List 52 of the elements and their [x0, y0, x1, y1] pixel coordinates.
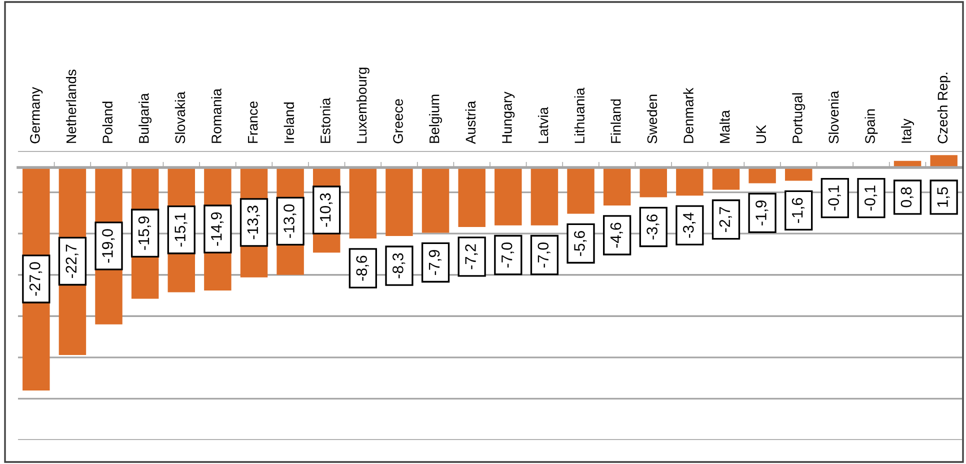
- data-label: -1,9: [756, 200, 768, 226]
- x-tick-label: Netherlands: [66, 70, 76, 143]
- data-label: -8,3: [392, 253, 406, 278]
- x-tick-label: Lithuania: [574, 88, 584, 143]
- data-label: -10,3: [320, 193, 333, 227]
- x-tick-label: Bulgaria: [138, 93, 152, 143]
- x-tick-label: Ireland: [284, 102, 294, 143]
- x-tick-label: Slovenia: [828, 90, 839, 144]
- x-tick-label: Belgium: [429, 94, 442, 143]
- data-label: -19,0: [102, 229, 115, 263]
- data-label: -5,6: [574, 230, 587, 256]
- x-tick-label: Czech Rep.: [937, 72, 950, 144]
- data-label: -15,1: [174, 213, 188, 247]
- data-label: -3,4: [682, 212, 696, 238]
- x-tick-label: Greece: [393, 99, 403, 144]
- x-tick-label: Denmark: [683, 88, 694, 143]
- data-label: -2,7: [719, 207, 732, 232]
- x-tick-label: Germany: [30, 86, 43, 144]
- x-tick-label: UK: [756, 124, 766, 143]
- x-tick-label: Malta: [720, 110, 730, 143]
- x-tick-label: Luxembourg: [356, 68, 370, 143]
- x-tick-label: Portugal: [792, 93, 806, 143]
- data-label: -7,9: [428, 250, 442, 275]
- x-tick-label: Romania: [211, 88, 222, 143]
- data-label: -1,6: [792, 198, 805, 223]
- data-label: -3,6: [646, 214, 660, 240]
- x-tick-label: Latvia: [538, 106, 548, 143]
- data-label: -7,0: [538, 242, 550, 268]
- data-label: -0,1: [828, 186, 841, 211]
- data-label: -22,7: [66, 244, 78, 278]
- data-label: -8,6: [356, 256, 369, 281]
- x-tick-label: Poland: [102, 102, 112, 143]
- data-label: -14,9: [210, 212, 224, 246]
- data-label: 1,5: [937, 187, 950, 207]
- x-tick-label: Austria: [465, 100, 476, 144]
- x-tick-label: Slovakia: [174, 92, 186, 144]
- data-label: -4,6: [610, 222, 623, 248]
- x-tick-label: Italy: [901, 118, 914, 143]
- data-label: -0,1: [864, 186, 878, 211]
- x-tick-label: Finland: [610, 99, 621, 143]
- x-tick-label: France: [248, 101, 258, 143]
- data-label: -7,2: [465, 244, 478, 270]
- x-tick-label: Spain: [864, 109, 878, 144]
- data-label: -13,0: [284, 204, 296, 238]
- x-tick-label: Hungary: [502, 92, 515, 143]
- data-label: -7,0: [501, 242, 514, 268]
- data-label: 0,8: [900, 187, 914, 208]
- data-label: -27,0: [29, 262, 42, 296]
- data-label: -13,3: [247, 206, 260, 240]
- x-tick-label: Estonia: [320, 98, 330, 143]
- x-tick-label: Sweden: [646, 94, 658, 144]
- data-label: -15,9: [138, 216, 151, 250]
